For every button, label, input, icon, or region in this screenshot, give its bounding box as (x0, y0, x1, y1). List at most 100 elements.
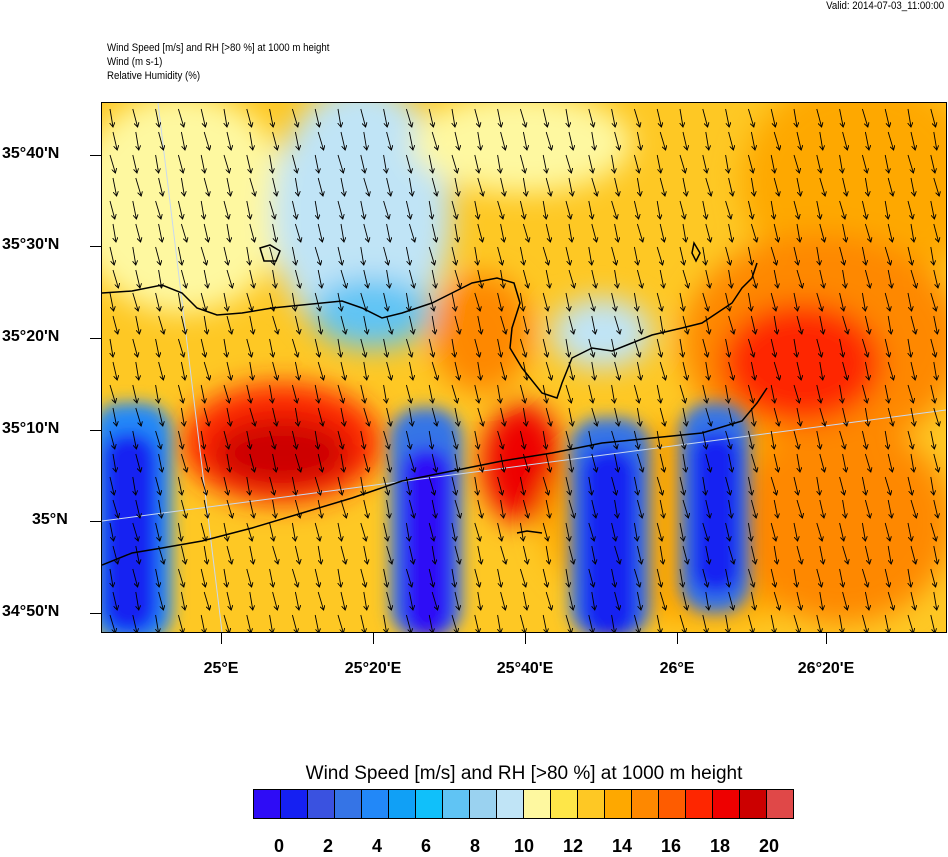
wind-arrow (519, 476, 524, 495)
wind-arrow (705, 269, 710, 288)
wind-arrow (633, 292, 637, 311)
wind-arrow (269, 522, 274, 541)
colorbar-cell (389, 790, 416, 818)
wind-arrow (793, 338, 797, 357)
wind-arrow (747, 338, 753, 357)
wind-arrow (907, 108, 911, 127)
wind-arrow (477, 361, 481, 380)
wind-arrow (770, 108, 775, 127)
wind-arrow (861, 246, 866, 265)
wind-arrow (682, 499, 688, 518)
wind-arrow (291, 292, 295, 311)
wind-arrow (317, 453, 322, 472)
wind-arrow (314, 154, 319, 173)
wind-arrow (861, 614, 867, 632)
wind-arrow (659, 223, 664, 242)
wind-arrow (907, 614, 913, 632)
graticule (102, 103, 946, 632)
wind-arrow (360, 568, 366, 587)
wind-arrow (750, 269, 756, 288)
wind-arrow (542, 292, 548, 311)
wind-arrow (568, 407, 573, 426)
wind-arrow (884, 476, 890, 495)
wind-arrow (591, 131, 595, 150)
wind-arrow (132, 154, 137, 173)
wind-arrow (633, 154, 639, 173)
wind-arrow (132, 200, 137, 219)
wind-arrow (930, 338, 936, 357)
wind-arrow (884, 430, 888, 449)
wind-arrow (750, 361, 755, 380)
wind-arrow (887, 223, 892, 242)
axis-tick (525, 632, 526, 644)
wind-arrow (249, 545, 254, 564)
wind-arrow (591, 223, 597, 242)
wind-arrow (930, 568, 936, 587)
wind-arrow (907, 246, 912, 265)
wind-arrow (861, 292, 865, 311)
wind-arrow (656, 292, 662, 311)
wind-arrow (269, 568, 274, 587)
wind-arrow (839, 292, 844, 311)
wind-arrow (360, 246, 364, 265)
wind-arrow (884, 246, 890, 265)
wind-arrow (519, 522, 523, 541)
wind-arrow (405, 522, 409, 541)
wind-arrow (930, 200, 935, 219)
wind-arrow (702, 292, 708, 311)
wind-arrow (497, 154, 501, 173)
wind-arrow (360, 108, 366, 127)
wind-arrow (294, 591, 299, 610)
wind-arrow (223, 246, 228, 265)
wind-arrow (454, 591, 459, 610)
wind-arrow (451, 384, 457, 403)
wind-arrow (112, 499, 118, 518)
wind-arrow (930, 384, 935, 403)
wind-arrow (249, 499, 254, 518)
wind-arrow (864, 453, 870, 472)
wind-arrow (200, 292, 206, 311)
wind-arrow (591, 545, 596, 564)
wind-arrow (773, 453, 778, 472)
wind-arrow (588, 430, 593, 449)
wind-arrow (614, 315, 620, 334)
wind-arrow (155, 246, 161, 265)
wind-arrow (816, 568, 822, 587)
wind-arrow (614, 361, 620, 380)
wind-arrow (314, 338, 319, 357)
lat-label: 35°20'N (2, 328, 60, 345)
wind-arrow (705, 591, 709, 610)
wind-arrow (659, 453, 664, 472)
wind-arrow (155, 292, 160, 311)
wind-arrow (796, 453, 800, 472)
wind-arrow (910, 361, 915, 380)
wind-arrow (226, 453, 230, 472)
wind-arrow (408, 591, 413, 610)
wind-arrow (497, 384, 501, 403)
wind-arrow (614, 131, 620, 150)
wind-arrow (725, 246, 731, 265)
wind-arrow (314, 108, 319, 127)
wind-arrow (155, 384, 159, 403)
wind-arrow (500, 499, 504, 518)
wind-arrow (656, 154, 661, 173)
wind-arrow (294, 453, 300, 472)
wind-arrow (337, 384, 343, 403)
wind-arrow (588, 292, 594, 311)
wind-arrow (522, 223, 528, 242)
wind-arrow (542, 246, 548, 265)
wind-arrow (611, 384, 615, 403)
wind-arrow (408, 315, 413, 334)
wind-arrow (291, 384, 297, 403)
wind-arrow (109, 384, 115, 403)
wind-arrow (907, 568, 911, 587)
wind-arrow (337, 338, 341, 357)
wind-arrow (249, 131, 253, 150)
lat-label: 35°N (32, 511, 68, 528)
wind-arrow (633, 476, 638, 495)
wind-arrow (497, 614, 501, 632)
wind-arrow (519, 338, 525, 357)
wind-arrow (363, 223, 369, 242)
wind-arrow (770, 154, 775, 173)
wind-arrow (702, 430, 707, 449)
